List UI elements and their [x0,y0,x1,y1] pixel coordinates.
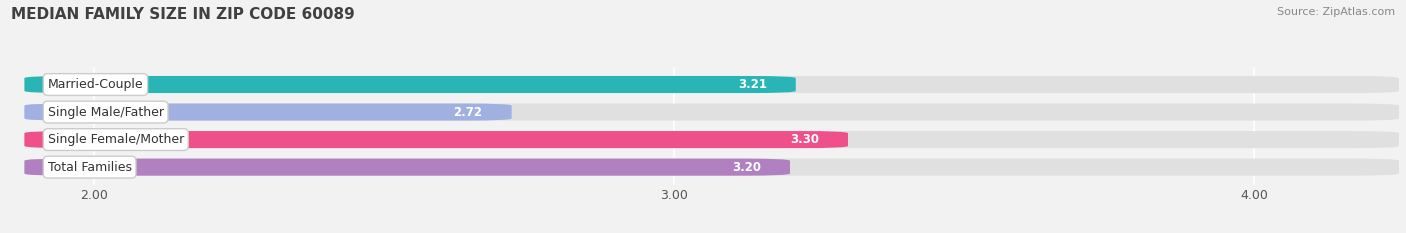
FancyBboxPatch shape [24,103,512,121]
Text: 3.20: 3.20 [733,161,761,174]
FancyBboxPatch shape [24,159,790,176]
FancyBboxPatch shape [24,131,848,148]
FancyBboxPatch shape [24,159,1399,176]
Text: Source: ZipAtlas.com: Source: ZipAtlas.com [1277,7,1395,17]
Text: 3.30: 3.30 [790,133,818,146]
Text: Single Male/Father: Single Male/Father [48,106,163,119]
FancyBboxPatch shape [24,76,796,93]
Text: 3.21: 3.21 [738,78,766,91]
Text: 2.72: 2.72 [454,106,482,119]
FancyBboxPatch shape [24,76,1399,93]
Text: Total Families: Total Families [48,161,132,174]
FancyBboxPatch shape [24,131,1399,148]
FancyBboxPatch shape [24,103,1399,121]
Text: MEDIAN FAMILY SIZE IN ZIP CODE 60089: MEDIAN FAMILY SIZE IN ZIP CODE 60089 [11,7,354,22]
Text: Married-Couple: Married-Couple [48,78,143,91]
Text: Single Female/Mother: Single Female/Mother [48,133,184,146]
